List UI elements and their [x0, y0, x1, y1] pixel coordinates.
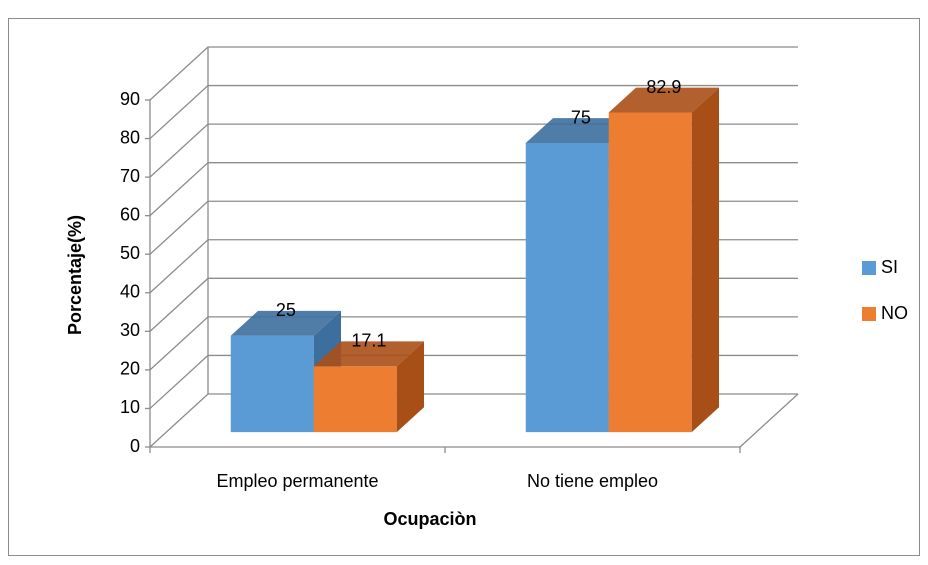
chart-frame	[8, 18, 920, 556]
bar-front	[230, 335, 314, 433]
data-label: 25	[276, 300, 296, 320]
bar-front	[313, 366, 397, 433]
bar-front	[525, 142, 609, 433]
bar-side	[691, 87, 719, 433]
x-axis-label: Ocupaciòn	[383, 509, 476, 529]
x-tick-label: No tiene empleo	[527, 471, 658, 491]
y-tick-label: 70	[120, 166, 140, 186]
bar	[608, 87, 719, 433]
y-tick-label: 80	[120, 127, 140, 147]
bar-side	[396, 341, 424, 433]
legend-label: SI	[881, 257, 898, 277]
grid-line	[149, 46, 798, 101]
data-label: 75	[571, 107, 591, 127]
legend-swatch	[862, 261, 876, 275]
y-tick-label: 30	[120, 320, 140, 340]
data-label: 17.1	[351, 331, 386, 351]
y-tick-label: 0	[130, 436, 140, 456]
y-axis-label: Porcentaje(%)	[65, 215, 85, 335]
data-label: 82.9	[646, 77, 681, 97]
bar	[313, 341, 424, 433]
y-tick-label: 60	[120, 204, 140, 224]
y-tick-label: 10	[120, 397, 140, 417]
bar-top	[525, 118, 636, 143]
y-tick-label: 20	[120, 359, 140, 379]
y-tick-label: 90	[120, 89, 140, 109]
y-tick-label: 40	[120, 282, 140, 302]
bar-top	[608, 87, 719, 113]
legend-swatch	[862, 307, 876, 321]
bar-top	[313, 341, 424, 367]
bar-front	[608, 112, 692, 433]
grid-line	[149, 84, 798, 140]
bar-top	[230, 310, 341, 336]
x-tick-label: Empleo permanente	[216, 471, 378, 491]
y-tick-label: 50	[120, 243, 140, 263]
floor-edge	[739, 393, 799, 448]
legend-label: NO	[881, 303, 908, 323]
